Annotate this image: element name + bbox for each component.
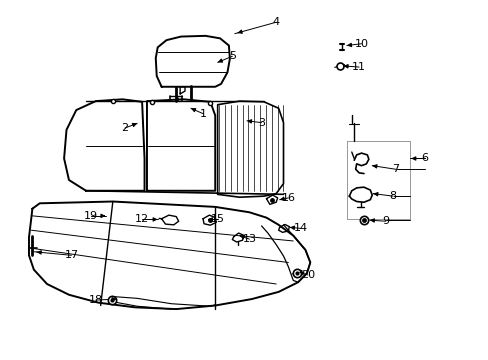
Text: 5: 5	[228, 51, 235, 61]
Text: 9: 9	[382, 216, 388, 226]
Text: 11: 11	[351, 62, 366, 72]
Text: 13: 13	[242, 234, 256, 244]
Text: 1: 1	[199, 109, 206, 119]
Text: 18: 18	[88, 295, 102, 305]
Text: 10: 10	[354, 39, 368, 49]
Text: 17: 17	[64, 250, 78, 260]
Text: 12: 12	[135, 215, 149, 224]
Text: 8: 8	[389, 191, 396, 201]
Text: 16: 16	[281, 193, 295, 203]
Text: 7: 7	[391, 164, 398, 174]
Text: 6: 6	[421, 153, 427, 163]
Text: 2: 2	[121, 123, 128, 133]
Text: 20: 20	[300, 270, 314, 280]
Text: 15: 15	[210, 215, 224, 224]
Text: 3: 3	[258, 118, 264, 128]
Text: 4: 4	[272, 17, 279, 27]
Text: 19: 19	[83, 211, 98, 221]
Text: 14: 14	[293, 224, 307, 233]
